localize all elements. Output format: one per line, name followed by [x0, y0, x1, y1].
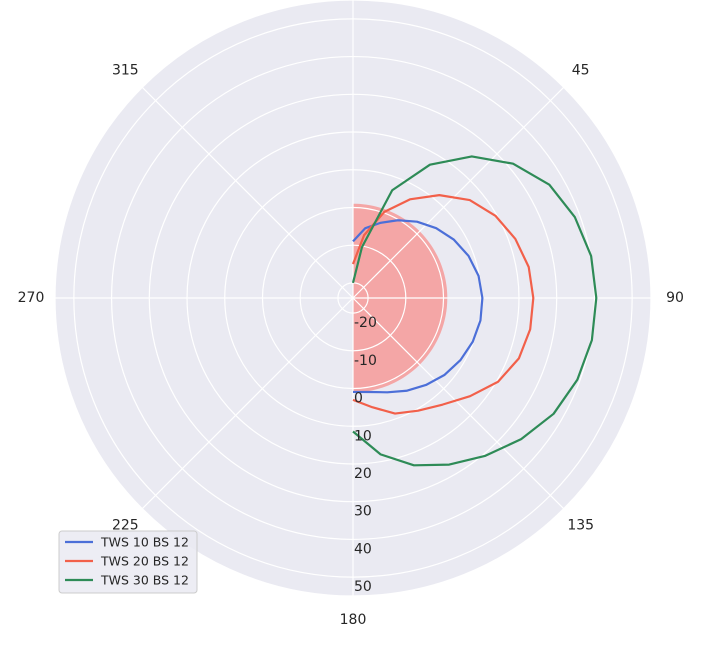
radial-tick-labels: -20 -10 0 10 20 30 40 50 [354, 315, 377, 595]
angle-tick-label: 270 [18, 290, 45, 306]
radial-tick-label: 30 [354, 504, 372, 520]
angle-tick-label: 45 [572, 62, 590, 78]
angle-tick-label: 180 [340, 612, 367, 628]
angular-grid-line [141, 86, 354, 299]
angular-grid-line [352, 86, 565, 299]
grid-layer [54, 0, 652, 597]
radial-tick-label: 50 [354, 579, 372, 595]
series-layer [351, 155, 598, 467]
series-line-3 [351, 155, 598, 467]
angle-tick-label: 225 [112, 518, 139, 534]
legend-label: TWS 10 BS 12 [100, 535, 189, 550]
radial-tick-label: 0 [354, 391, 363, 407]
series-line-2 [351, 194, 535, 415]
angle-tick-labels: 0 45 90 135 180 225 270 315 [18, 62, 684, 628]
radial-tick-label: -20 [354, 315, 377, 331]
radial-tick-label: 40 [354, 541, 372, 557]
angular-grid-line [141, 297, 354, 510]
legend-label: TWS 30 BS 12 [100, 573, 189, 588]
angle-tick-label: 90 [666, 290, 684, 306]
angle-tick-label: 135 [567, 518, 594, 534]
series-line-1 [352, 219, 484, 394]
angle-tick-label: 315 [112, 62, 139, 78]
legend-label: TWS 20 BS 12 [100, 554, 189, 569]
legend-box [58, 530, 198, 594]
radial-tick-label: 10 [354, 428, 372, 444]
legend: TWS 10 BS 12 TWS 20 BS 12 TWS 30 BS 12 [58, 530, 198, 594]
radial-tick-label: 20 [354, 466, 372, 482]
angular-grid-line [352, 297, 565, 510]
radial-tick-label: -10 [354, 353, 377, 369]
